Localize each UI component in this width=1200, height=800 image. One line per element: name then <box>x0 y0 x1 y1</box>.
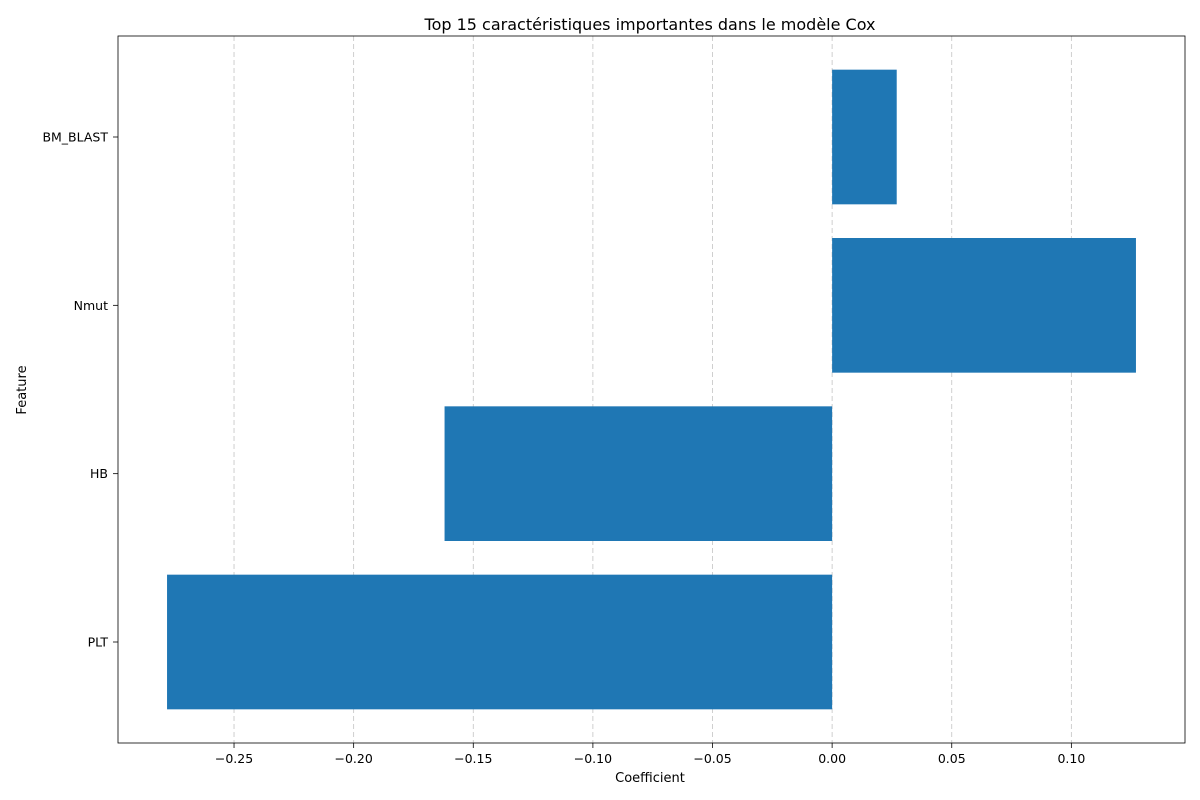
bar-nmut <box>832 238 1136 373</box>
x-tick-label: 0.05 <box>938 751 966 766</box>
x-axis-ticks: −0.25 −0.20 −0.15 −0.10 −0.05 0.00 0.05 0.10 <box>215 743 1085 766</box>
chart-title: Top 15 caractéristiques importantes dans… <box>424 15 876 34</box>
plot-frame <box>117 35 1186 744</box>
x-tick-label: 0.10 <box>1057 751 1085 766</box>
bar-plt <box>167 574 833 710</box>
x-axis-label: Coefficient <box>615 771 685 786</box>
y-tick-label: Nmut <box>74 298 108 313</box>
x-tick-label: −0.15 <box>454 751 492 766</box>
y-tick-label: HB <box>90 466 108 481</box>
bar-layer <box>167 69 1136 710</box>
y-axis-ticks: BM_BLAST Nmut HB PLT <box>42 130 118 650</box>
y-tick-label: BM_BLAST <box>42 130 108 145</box>
x-tick-label: 0.00 <box>818 751 846 766</box>
bar-hb <box>444 406 833 541</box>
grid-layer <box>233 36 1072 743</box>
x-tick-label: −0.10 <box>574 751 612 766</box>
bar-bm-blast <box>832 69 897 205</box>
y-axis-label: Feature <box>15 365 30 414</box>
x-tick-label: −0.05 <box>693 751 731 766</box>
x-tick-label: −0.20 <box>334 751 372 766</box>
y-tick-label: PLT <box>88 635 109 650</box>
x-tick-label: −0.25 <box>215 751 253 766</box>
